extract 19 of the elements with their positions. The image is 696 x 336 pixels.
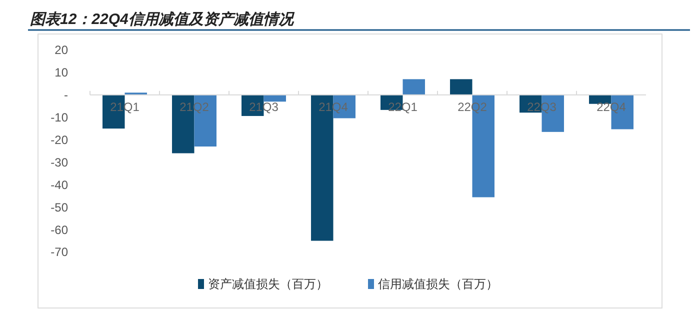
y-tick-label: -40	[50, 178, 68, 192]
x-tick-label: 21Q1	[110, 100, 140, 114]
legend-label: 信用减值损失（百万）	[378, 277, 498, 292]
y-tick-label: -30	[50, 155, 68, 170]
y-tick-label: -70	[50, 245, 68, 260]
legend-label: 资产减值损失（百万）	[208, 277, 328, 292]
x-tick-label: 22Q2	[458, 100, 488, 114]
x-tick-label: 22Q4	[596, 100, 626, 114]
y-tick-label: 10	[54, 66, 68, 80]
chart-title: 图表12：22Q4信用减值及资产减值情况	[30, 10, 296, 28]
bar	[402, 79, 425, 95]
y-tick-label: -	[64, 88, 68, 102]
y-tick-label: -50	[50, 200, 68, 214]
bar	[450, 79, 472, 95]
y-tick-label: 20	[54, 43, 68, 58]
x-tick-label: 21Q3	[249, 100, 279, 114]
y-tick-label: -60	[50, 222, 68, 237]
y-tick-label: -10	[50, 110, 68, 125]
y-tick-label: -20	[50, 132, 68, 147]
